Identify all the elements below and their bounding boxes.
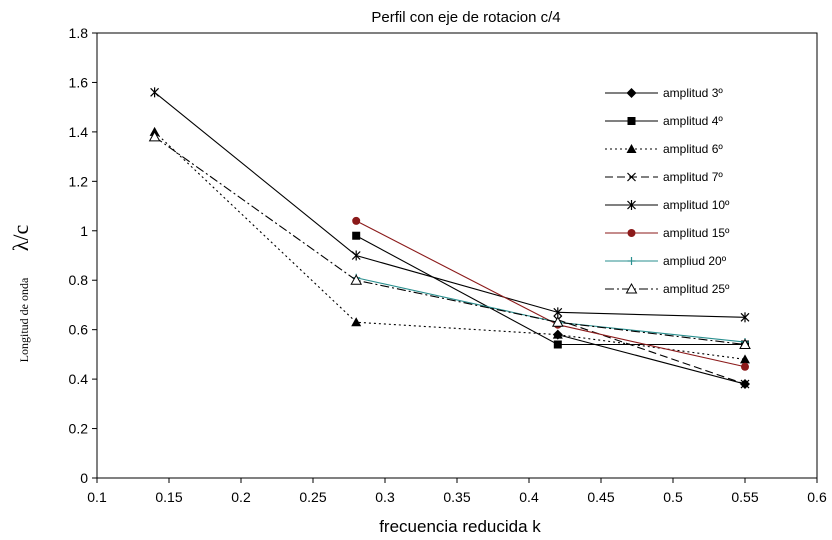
- y-axis-label: Longitud de onda: [17, 277, 31, 362]
- data-point-x: [627, 172, 636, 182]
- x-tick-label: 0.4: [519, 489, 539, 505]
- legend-item: amplitud 4º: [605, 114, 723, 128]
- data-point-circle: [352, 216, 361, 225]
- legend-item: amplitud 15º: [605, 226, 730, 240]
- x-tick-label: 0.55: [731, 489, 758, 505]
- x-axis: 0.1 0.15 0.2 0.25 0.3 0.35 0.4 0.45 0.5 0.55 0.6: [87, 478, 827, 505]
- legend-label: amplitud 4º: [663, 114, 723, 128]
- data-point-x: [740, 379, 750, 389]
- y-axis: 0 0.2 0.4 0.6 0.8 1 1.2 1.4 1.6 1.8: [69, 25, 97, 486]
- data-point-star: [740, 312, 750, 323]
- series-layer: [148, 87, 751, 390]
- data-point-open-triangle: [148, 130, 161, 142]
- series-5: [150, 87, 750, 323]
- y-tick-label: 1.2: [69, 173, 89, 189]
- x-tick-label: 0.2: [231, 489, 251, 505]
- legend-item: ampliud 20º: [605, 254, 727, 268]
- x-tick-label: 0.6: [807, 489, 827, 505]
- x-tick-label: 0.1: [87, 489, 107, 505]
- y-tick-label: 0.2: [69, 421, 89, 437]
- x-tick-label: 0.5: [663, 489, 683, 505]
- legend-label: ampliud 20º: [663, 254, 727, 268]
- data-point-square: [627, 117, 636, 125]
- y-tick-label: 0.8: [69, 272, 89, 288]
- data-point-star: [627, 200, 636, 210]
- legend-label: amplitud 15º: [663, 226, 730, 240]
- x-tick-label: 0.25: [299, 489, 326, 505]
- chart-title: Perfil con eje de rotacion c/4: [371, 9, 560, 26]
- data-point-square: [553, 340, 562, 349]
- x-tick-label: 0.3: [375, 489, 395, 505]
- series-3: [149, 126, 750, 364]
- legend-item: amplitud 7º: [605, 170, 723, 184]
- y-tick-label: 1: [80, 223, 88, 239]
- series-8: [148, 130, 751, 349]
- y-tick-label: 1.8: [69, 25, 89, 41]
- legend-label: amplitud 10º: [663, 198, 730, 212]
- data-point-triangle: [552, 329, 563, 339]
- legend-item: amplitud 25º: [605, 282, 730, 296]
- legend: amplitud 3º amplitud 4º amplitud 6º amplitu…: [605, 86, 730, 296]
- data-point-plus: [627, 257, 636, 265]
- data-point-triangle: [626, 144, 637, 153]
- data-point-triangle: [351, 317, 362, 327]
- data-point-triangle: [740, 354, 750, 364]
- data-point-open-triangle: [350, 274, 363, 285]
- data-point-open-triangle: [551, 316, 564, 327]
- data-point-diamond: [626, 88, 637, 98]
- series-line: [557, 334, 746, 385]
- legend-label: amplitud 7º: [663, 170, 723, 184]
- series-line: [154, 136, 746, 346]
- data-point-open-triangle: [625, 282, 638, 294]
- x-axis-label: frecuencia reducida k: [379, 517, 541, 536]
- data-point-star: [150, 87, 160, 98]
- data-point-star: [351, 250, 361, 261]
- data-point-square: [352, 231, 361, 240]
- x-tick-label: 0.15: [155, 489, 182, 505]
- x-tick-label: 0.45: [587, 489, 614, 505]
- y-tick-label: 0.6: [69, 322, 89, 338]
- legend-item: amplitud 6º: [605, 142, 723, 156]
- y-axis-label-group: Longitud de onda λ/c: [8, 224, 33, 362]
- legend-item: amplitud 3º: [605, 86, 723, 100]
- y-tick-label: 0: [80, 470, 88, 486]
- legend-label: amplitud 25º: [663, 282, 730, 296]
- x-tick-label: 0.35: [443, 489, 470, 505]
- plot-frame: [96, 32, 818, 479]
- y-tick-label: 1.6: [69, 74, 89, 90]
- legend-label: amplitud 3º: [663, 86, 723, 100]
- data-point-circle: [741, 362, 749, 371]
- legend-item: amplitud 10º: [605, 198, 730, 212]
- series-line: [557, 319, 746, 385]
- legend-label: amplitud 6º: [663, 142, 723, 156]
- y-tick-label: 0.4: [69, 371, 89, 387]
- series-line: [154, 91, 746, 318]
- data-point-star: [553, 307, 563, 318]
- data-point-circle: [627, 229, 636, 237]
- y-tick-label: 1.4: [69, 124, 89, 140]
- plot-area: [96, 32, 818, 479]
- data-point-open-triangle: [739, 338, 751, 349]
- y-axis-symbol: λ/c: [8, 224, 33, 251]
